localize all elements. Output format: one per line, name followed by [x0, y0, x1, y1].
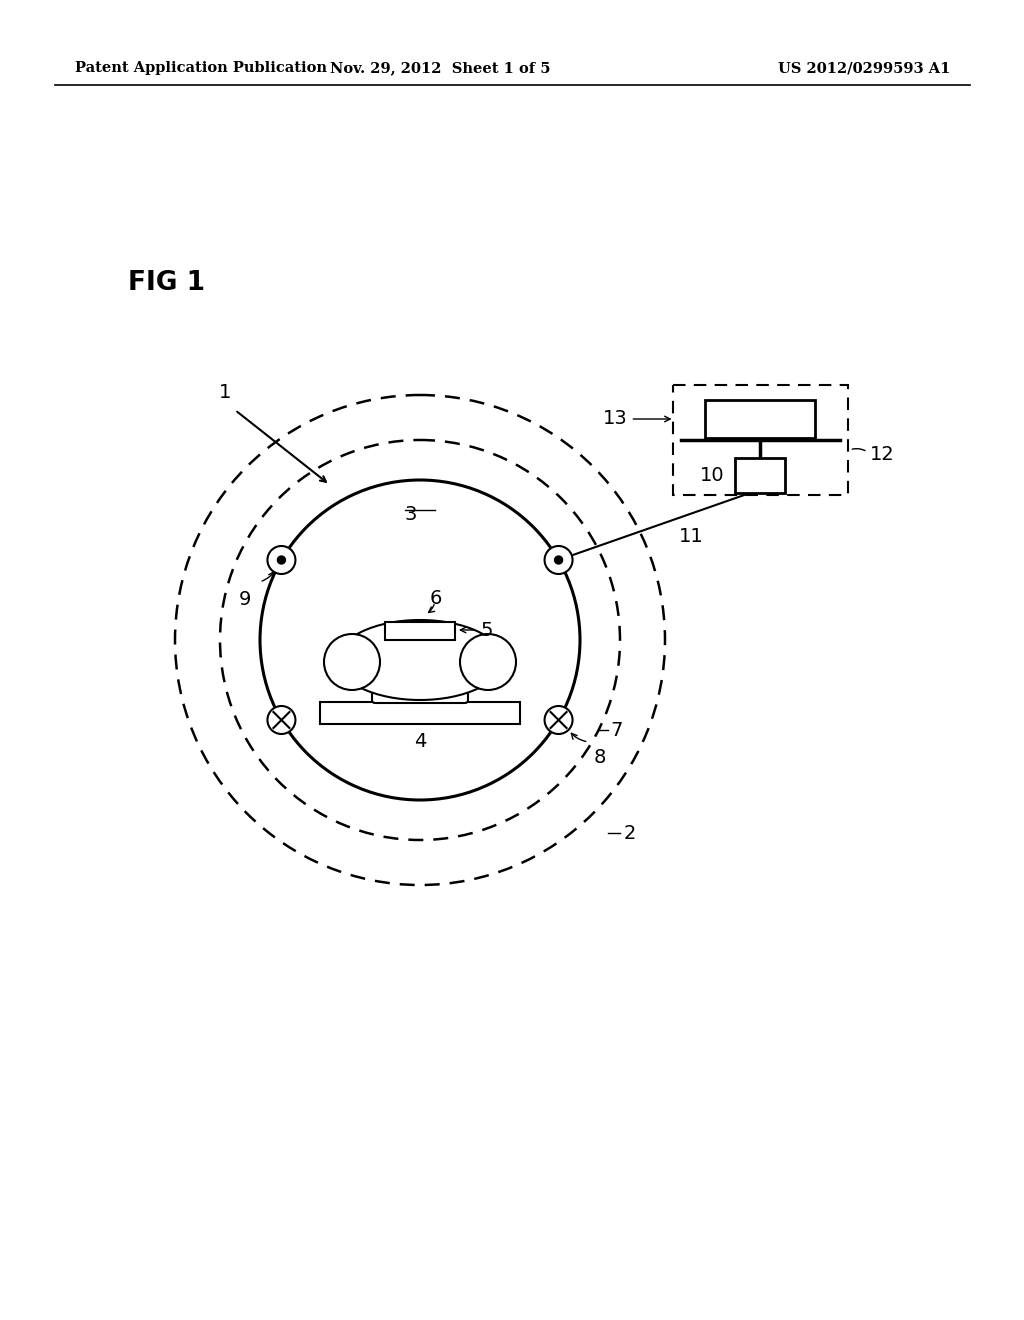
Text: 11: 11 [679, 527, 705, 546]
Text: 9: 9 [239, 590, 252, 609]
Circle shape [555, 556, 562, 564]
FancyBboxPatch shape [673, 385, 848, 495]
Text: US 2012/0299593 A1: US 2012/0299593 A1 [777, 61, 950, 75]
Text: Nov. 29, 2012  Sheet 1 of 5: Nov. 29, 2012 Sheet 1 of 5 [330, 61, 550, 75]
Text: 6: 6 [430, 589, 442, 607]
Circle shape [460, 634, 516, 690]
Circle shape [278, 556, 286, 564]
Circle shape [324, 634, 380, 690]
Text: Patent Application Publication: Patent Application Publication [75, 61, 327, 75]
FancyBboxPatch shape [319, 702, 520, 723]
Circle shape [545, 546, 572, 574]
Ellipse shape [338, 620, 503, 700]
Text: 7: 7 [610, 721, 623, 739]
Text: 3: 3 [406, 506, 418, 524]
Text: 4: 4 [414, 733, 426, 751]
FancyBboxPatch shape [385, 622, 455, 640]
Text: 13: 13 [603, 409, 628, 429]
Text: 10: 10 [700, 466, 725, 484]
Circle shape [267, 706, 296, 734]
Text: FIG 1: FIG 1 [128, 271, 205, 296]
Text: 2: 2 [624, 824, 636, 842]
Text: 12: 12 [869, 446, 894, 465]
FancyBboxPatch shape [735, 458, 785, 492]
Text: 8: 8 [594, 748, 606, 767]
FancyBboxPatch shape [705, 400, 815, 438]
Text: 5: 5 [480, 620, 493, 639]
FancyBboxPatch shape [372, 681, 468, 704]
Text: 1: 1 [219, 383, 231, 403]
Circle shape [545, 706, 572, 734]
Circle shape [267, 546, 296, 574]
